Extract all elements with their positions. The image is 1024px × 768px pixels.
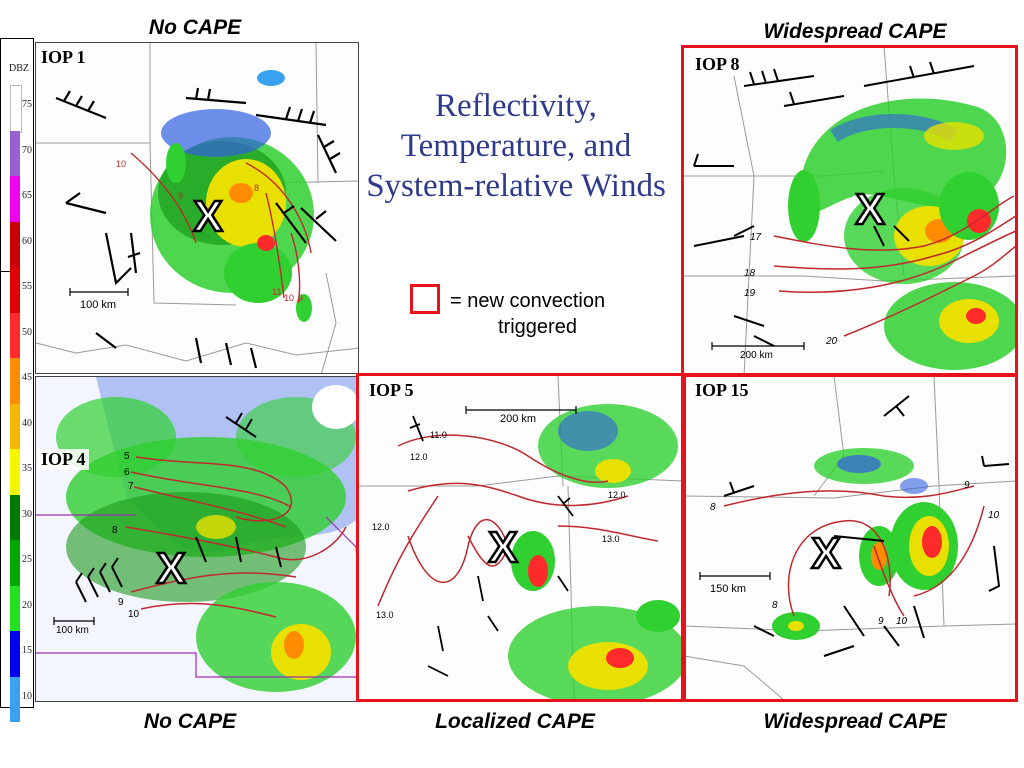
panel-label-iop15: IOP 15 (692, 380, 752, 401)
dbz-separator (1, 271, 13, 272)
dbz-color-scale: DBZ 75 70 65 60 55 50 45 40 35 30 25 20 15 10 (0, 38, 34, 722)
contour-label: 12.0 (372, 522, 390, 532)
dbz-tick-label: 55 (22, 281, 32, 292)
dbz-tick-label: 60 (22, 235, 32, 247)
header-top-left: No CAPE (148, 16, 242, 39)
panel-label-iop1: IOP 1 (38, 47, 89, 68)
convection-marker: X (193, 192, 222, 241)
figure-title: Reflectivity, Temperature, and System-re… (366, 88, 666, 204)
header-bottom-middle: Localized CAPE (435, 710, 595, 733)
contour-label: 13.0 (602, 534, 620, 544)
contour-label: 8 (254, 183, 259, 193)
map-iop1-graphic: 10 9 8 11 10 9 100 km X (36, 43, 358, 373)
map-iop4-graphic: 5 6 7 8 9 10 100 km X (36, 377, 358, 692)
panel-label-iop8: IOP 8 (692, 54, 743, 75)
map-iop5-graphic: 11.0 12.0 12.0 12.0 13.0 13.0 200 km X (358, 376, 684, 700)
header-top-right: Widespread CAPE (763, 20, 947, 43)
dbz-color-swatch (10, 130, 20, 176)
contour-label: 19 (744, 288, 756, 299)
contour-label: 10 (284, 293, 294, 303)
contour-label: 8 (112, 525, 118, 536)
dbz-color-swatch (10, 449, 20, 495)
dbz-color-swatch (10, 358, 20, 404)
contour-label: 20 (825, 336, 838, 347)
dbz-color-swatch (10, 540, 20, 586)
dbz-color-swatch (10, 585, 20, 631)
contour-label: 8 (710, 502, 716, 513)
contour-label: 17 (750, 232, 762, 243)
map-iop8-graphic: 17 18 19 20 200 km X (684, 46, 1016, 374)
dbz-color-swatch (10, 85, 22, 133)
dbz-color-swatch (10, 176, 20, 222)
dbz-tick-label: 70 (22, 144, 32, 156)
scale-bar-label: 150 km (710, 583, 746, 595)
scale-bar-label: 200 km (740, 350, 773, 361)
dbz-tick-label: 40 (22, 417, 32, 429)
contour-label: 8 (772, 600, 778, 611)
dbz-color-swatch (10, 267, 20, 313)
map-panel-iop4: 5 6 7 8 9 10 100 km X IOP 4 (35, 376, 359, 702)
contour-label: 10 (988, 510, 1000, 521)
scale-bar-label: 200 km (500, 413, 536, 425)
dbz-tick-label: 50 (22, 326, 32, 338)
convection-marker: X (488, 523, 517, 572)
contour-label: 9 (964, 480, 970, 491)
convection-marker: X (811, 529, 840, 578)
contour-label: 9 (298, 293, 303, 303)
contour-label: 11.0 (430, 430, 447, 440)
header-bottom-left: No CAPE (143, 710, 237, 733)
dbz-color-swatch (10, 221, 20, 267)
convection-marker: X (156, 544, 185, 593)
legend-text: = new convection triggered (450, 288, 660, 340)
contour-label: 10 (128, 609, 140, 620)
dbz-tick-label: 10 (22, 690, 32, 702)
scale-bar-label: 100 km (56, 625, 89, 636)
dbz-tick-label: 20 (22, 599, 32, 611)
map-panel-iop1: 10 9 8 11 10 9 100 km X IOP 1 (35, 42, 359, 374)
contour-label: 9 (178, 191, 183, 201)
dbz-color-swatch (10, 676, 20, 722)
convection-marker: X (855, 185, 884, 234)
panel-label-iop4: IOP 4 (38, 449, 89, 470)
map-panel-iop5: 11.0 12.0 12.0 12.0 13.0 13.0 200 km X I… (358, 376, 684, 700)
contour-label: 5 (124, 451, 130, 462)
contour-label: 7 (128, 481, 134, 492)
dbz-label: DBZ (9, 63, 29, 74)
contour-label: 11 (272, 287, 281, 297)
contour-label: 10 (896, 616, 908, 627)
legend-line-1: = new convection (450, 290, 606, 312)
panel-label-iop5: IOP 5 (366, 380, 417, 401)
dbz-tick-label: 65 (22, 190, 32, 201)
dbz-color-swatch (10, 403, 20, 449)
contour-label: 13.0 (376, 610, 394, 620)
dbz-tick-label: 25 (22, 554, 32, 565)
contour-label: 12.0 (410, 452, 428, 462)
scale-bar-label: 100 km (80, 299, 116, 311)
dbz-tick-label: 15 (22, 645, 32, 656)
legend-red-box (410, 284, 440, 314)
dbz-tick-label: 35 (22, 463, 32, 474)
map-panel-iop15: 8 9 10 8 9 10 150 km X IOP 15 (684, 376, 1016, 700)
map-panel-iop8: 17 18 19 20 200 km X IOP 8 (684, 46, 1016, 374)
dbz-color-swatch (10, 494, 20, 540)
header-bottom-right: Widespread CAPE (763, 710, 947, 733)
dbz-tick-label: 30 (22, 508, 32, 520)
dbz-tick-label: 75 (22, 99, 32, 110)
contour-label: 12.0 (608, 490, 626, 500)
dbz-tick-label: 45 (22, 372, 32, 383)
map-iop15-graphic: 8 9 10 8 9 10 150 km X (684, 376, 1016, 700)
contour-label: 6 (124, 467, 130, 478)
contour-label: 10 (116, 159, 126, 169)
dbz-color-swatch (10, 312, 20, 358)
legend-line-2: triggered (498, 316, 577, 338)
contour-label: 9 (118, 597, 124, 608)
contour-label: 18 (744, 268, 756, 279)
contour-label: 9 (878, 616, 884, 627)
dbz-color-swatch (10, 631, 20, 677)
